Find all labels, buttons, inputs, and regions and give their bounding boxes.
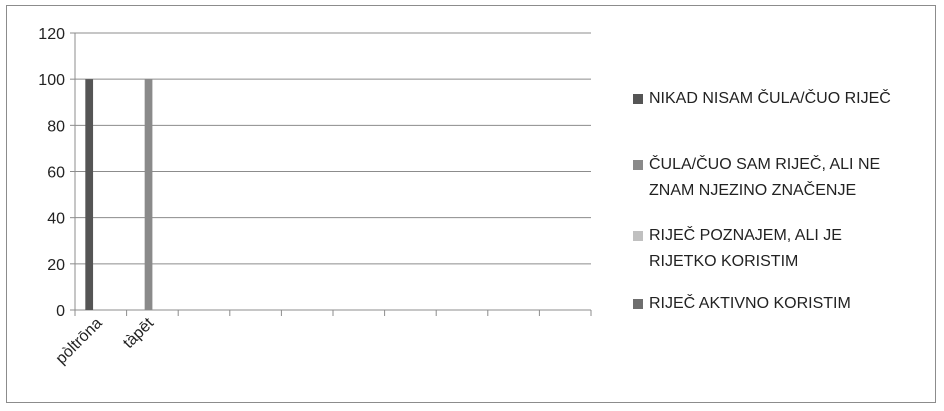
bar <box>85 79 94 311</box>
legend-swatch <box>633 231 643 241</box>
y-tick-label: 120 <box>38 26 65 43</box>
legend-item: ČULA/ČUO SAM RIJEČ, ALI NE ZNAM NJEZINO … <box>633 152 933 204</box>
y-tick-label: 80 <box>47 118 65 135</box>
legend-swatch <box>633 160 643 170</box>
legend-label: RIJEČ POZNAJEM, ALI JE RIJETKO KORISTIM <box>649 227 842 270</box>
x-tick-label: pòltrōna <box>53 315 106 368</box>
y-tick-label: 40 <box>47 211 65 228</box>
y-tick-label: 100 <box>38 72 65 89</box>
bar-chart: 0 20 40 60 80 100 120 pòltrōna tàpēt <box>38 26 592 368</box>
y-tick-label: 20 <box>47 257 65 274</box>
legend-item: RIJEČ AKTIVNO KORISTIM <box>633 291 933 317</box>
x-tick-label: tàpēt <box>120 314 158 352</box>
legend-swatch <box>633 299 643 309</box>
legend-label: ČULA/ČUO SAM RIJEČ, ALI NE ZNAM NJEZINO … <box>649 156 881 199</box>
legend-label: RIJEČ AKTIVNO KORISTIM <box>649 295 851 312</box>
y-tick-label: 60 <box>47 165 65 182</box>
legend-item: RIJEČ POZNAJEM, ALI JE RIJETKO KORISTIM <box>633 223 933 275</box>
chart-frame: 0 20 40 60 80 100 120 pòltrōna tàpēt NIKAD NISAM… <box>6 5 936 403</box>
y-tick-label: 0 <box>56 303 65 320</box>
bar <box>144 79 153 311</box>
legend-swatch <box>633 94 643 104</box>
legend-label: NIKAD NISAM ČULA/ČUO RIJEČ <box>649 90 891 107</box>
legend-item: NIKAD NISAM ČULA/ČUO RIJEČ <box>633 86 933 112</box>
